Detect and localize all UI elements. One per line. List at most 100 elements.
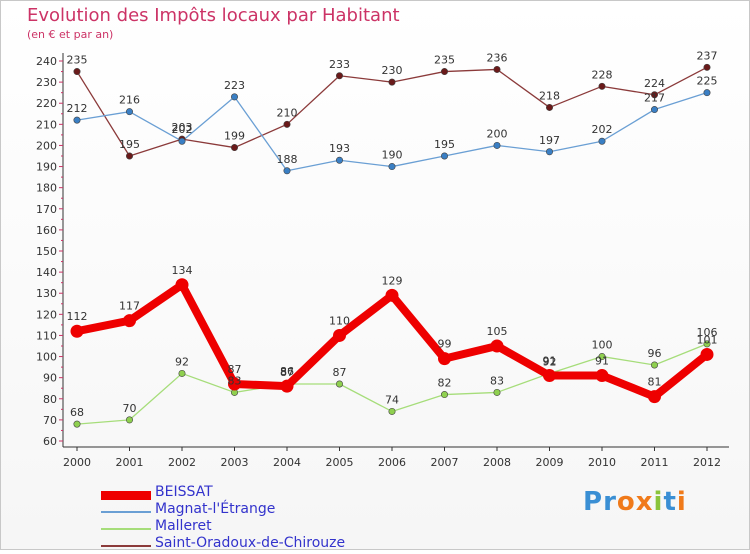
- data-point-saint-oradoux-de-chirouze: [493, 65, 501, 73]
- data-label-magnat-l-trange: 212: [67, 102, 88, 115]
- data-label-malleret: 70: [123, 402, 137, 415]
- data-label-beissat: 112: [67, 310, 88, 323]
- data-label-magnat-l-trange: 223: [224, 79, 245, 92]
- data-point-malleret: [178, 369, 186, 377]
- data-point-saint-oradoux-de-chirouze: [126, 152, 134, 160]
- data-label-saint-oradoux-de-chirouze: 230: [382, 64, 403, 77]
- data-label-beissat: 117: [119, 300, 140, 313]
- data-label-beissat: 99: [438, 338, 452, 351]
- legend-swatch-beissat: [101, 490, 151, 500]
- data-point-magnat-l-trange: [703, 89, 711, 97]
- data-point-malleret: [388, 407, 396, 415]
- data-point-magnat-l-trange: [335, 156, 343, 164]
- data-point-malleret: [335, 380, 343, 388]
- data-point-beissat: [123, 314, 136, 328]
- data-point-beissat: [280, 379, 294, 393]
- data-label-saint-oradoux-de-chirouze: 228: [592, 68, 613, 81]
- data-point-beissat: [648, 390, 661, 404]
- y-tick-label: 70: [43, 414, 57, 427]
- data-point-magnat-l-trange: [73, 116, 81, 124]
- data-point-beissat: [438, 352, 451, 366]
- data-label-beissat: 105: [487, 325, 508, 338]
- data-label-magnat-l-trange: 216: [119, 94, 140, 107]
- logo-letter: x: [635, 487, 654, 517]
- y-tick-label: 220: [36, 97, 57, 110]
- data-point-beissat: [228, 377, 241, 391]
- data-label-magnat-l-trange: 188: [277, 153, 298, 166]
- data-label-saint-oradoux-de-chirouze: 218: [539, 89, 560, 102]
- x-tick-label: 2011: [641, 456, 669, 469]
- data-point-saint-oradoux-de-chirouze: [650, 91, 658, 99]
- data-label-beissat: 110: [329, 314, 350, 327]
- data-label-beissat: 81: [648, 376, 662, 389]
- data-point-magnat-l-trange: [545, 148, 553, 156]
- data-label-beissat: 101: [697, 333, 718, 346]
- data-point-magnat-l-trange: [493, 141, 501, 149]
- data-point-beissat: [490, 339, 504, 353]
- data-point-malleret: [493, 388, 501, 396]
- x-tick-label: 2007: [431, 456, 459, 469]
- x-tick-label: 2006: [378, 456, 406, 469]
- x-tick-label: 2000: [63, 456, 91, 469]
- data-label-saint-oradoux-de-chirouze: 203: [172, 121, 193, 134]
- y-tick-label: 200: [36, 139, 57, 152]
- y-tick-label: 210: [36, 118, 57, 131]
- x-tick-label: 2008: [483, 456, 511, 469]
- proxiti-logo: Proxiti: [583, 487, 687, 517]
- data-label-saint-oradoux-de-chirouze: 235: [434, 54, 455, 67]
- data-label-beissat: 134: [172, 264, 193, 277]
- data-point-magnat-l-trange: [126, 108, 134, 116]
- y-tick-label: 240: [36, 55, 57, 68]
- legend-swatch-malleret: [101, 528, 151, 530]
- legend-label-malleret: Malleret: [155, 518, 212, 534]
- data-label-magnat-l-trange: 197: [539, 134, 560, 147]
- data-point-beissat: [175, 278, 189, 292]
- data-point-magnat-l-trange: [388, 163, 396, 171]
- data-label-saint-oradoux-de-chirouze: 233: [329, 58, 350, 71]
- chart-title: Evolution des Impôts locaux par Habitant: [27, 5, 400, 26]
- data-label-magnat-l-trange: 217: [644, 92, 665, 105]
- data-point-magnat-l-trange: [598, 137, 606, 145]
- data-point-saint-oradoux-de-chirouze: [703, 63, 711, 71]
- logo-letter: r: [603, 487, 617, 517]
- y-tick-label: 60: [43, 435, 57, 448]
- data-point-saint-oradoux-de-chirouze: [545, 103, 553, 111]
- data-point-beissat: [385, 288, 399, 302]
- data-point-beissat: [700, 347, 714, 361]
- data-point-beissat: [70, 324, 84, 338]
- data-point-beissat: [595, 369, 609, 383]
- x-tick-label: 2004: [273, 456, 301, 469]
- legend-label-beissat: BEISSAT: [155, 484, 213, 500]
- logo-letter: t: [663, 487, 677, 517]
- data-point-magnat-l-trange: [650, 106, 658, 114]
- data-label-magnat-l-trange: 202: [592, 123, 613, 136]
- x-tick-label: 2009: [536, 456, 564, 469]
- data-label-malleret: 68: [70, 406, 84, 419]
- y-tick-label: 120: [36, 308, 57, 321]
- data-label-malleret: 100: [592, 339, 613, 352]
- x-tick-label: 2010: [588, 456, 616, 469]
- data-point-beissat: [333, 328, 346, 342]
- data-point-saint-oradoux-de-chirouze: [73, 68, 81, 76]
- data-point-saint-oradoux-de-chirouze: [283, 120, 291, 128]
- y-tick-label: 180: [36, 182, 57, 195]
- x-tick-label: 2005: [326, 456, 354, 469]
- x-tick-label: 2012: [693, 456, 721, 469]
- logo-letter: i: [676, 487, 687, 517]
- data-label-saint-oradoux-de-chirouze: 210: [277, 106, 298, 119]
- y-tick-label: 170: [36, 203, 57, 216]
- data-label-magnat-l-trange: 202: [172, 123, 193, 136]
- data-point-malleret: [126, 416, 134, 424]
- chart-subtitle: (en € et par an): [27, 28, 114, 41]
- data-point-malleret: [650, 361, 658, 369]
- data-label-malleret: 83: [490, 374, 504, 387]
- data-label-saint-oradoux-de-chirouze: 224: [644, 77, 665, 90]
- legend-swatch-saint-oradoux-de-chirouze: [101, 545, 151, 547]
- x-tick-label: 2001: [116, 456, 144, 469]
- data-label-magnat-l-trange: 225: [697, 75, 718, 88]
- data-label-malleret: 96: [648, 347, 662, 360]
- data-label-saint-oradoux-de-chirouze: 195: [119, 138, 140, 151]
- data-point-malleret: [598, 353, 606, 361]
